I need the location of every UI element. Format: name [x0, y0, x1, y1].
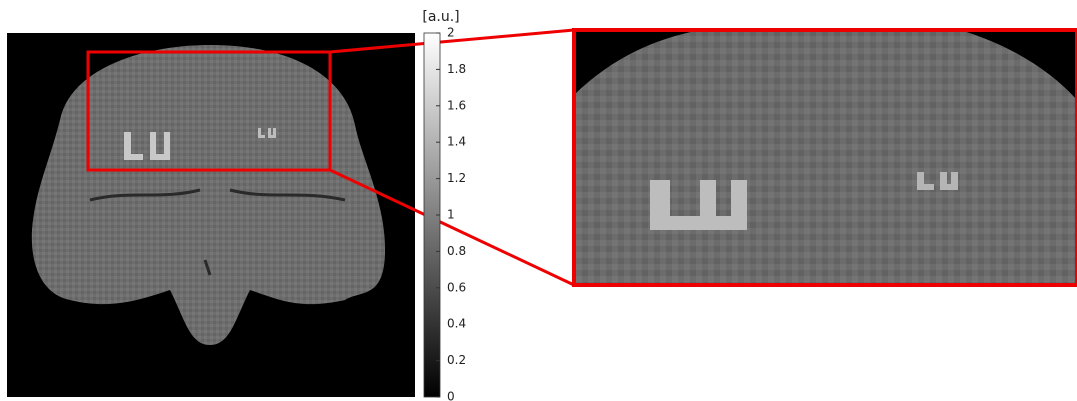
colorbar-tick-label: 0.8 — [447, 244, 466, 258]
colorbar-tick-label: 0 — [447, 390, 455, 401]
colorbar-tick-label: 1.8 — [447, 62, 466, 76]
colorbar-tick-label: 0.4 — [447, 317, 466, 331]
figure: [a.u.] 0 0.2 0.4 0.6 0.8 1 1.2 1.4 1.6 1.8 2 — [0, 0, 1077, 401]
colorbar-tick-label: 0.2 — [447, 353, 466, 367]
colorbar-tick-label: 2 — [447, 26, 455, 40]
brain-slice — [32, 45, 385, 345]
colorbar-tick-label: 0.6 — [447, 280, 466, 294]
colorbar-tick-label: 1 — [447, 208, 455, 222]
zoom-panel — [574, 30, 1077, 285]
page: [a.u.] 00.20.40.60.811.21.41.61.82 (() =… — [0, 0, 1077, 401]
colorbar-tick-label: 1.4 — [447, 135, 466, 149]
colorbar-tick-label: 1.2 — [447, 171, 466, 185]
colorbar-ticks: 0 0.2 0.4 0.6 0.8 1 1.2 1.4 1.6 1.8 2 — [436, 26, 466, 401]
colorbar-tick-label: 1.6 — [447, 98, 466, 112]
colorbar-label: [a.u.] — [422, 9, 459, 25]
